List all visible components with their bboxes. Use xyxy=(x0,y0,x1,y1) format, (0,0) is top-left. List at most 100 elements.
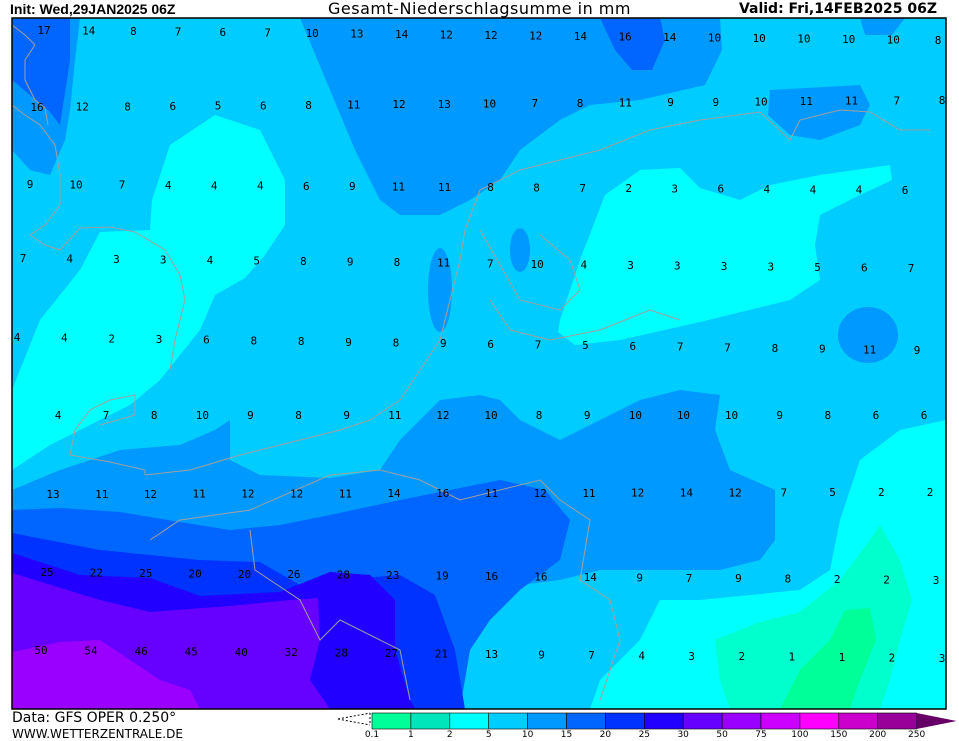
grid-value: 19 xyxy=(435,570,448,583)
grid-value: 3 xyxy=(627,259,634,272)
grid-value: 7 xyxy=(579,182,586,195)
grid-value: 8 xyxy=(394,256,401,269)
grid-value: 10 xyxy=(725,409,738,422)
grid-value: 8 xyxy=(124,100,131,113)
grid-value: 22 xyxy=(90,566,103,579)
fill-10-15-coast xyxy=(428,248,452,332)
grid-value: 4 xyxy=(211,179,218,192)
grid-value: 28 xyxy=(335,647,348,660)
fill-10-15-east xyxy=(838,307,898,363)
grid-value: 6 xyxy=(921,409,928,422)
grid-value: 3 xyxy=(688,650,695,663)
grid-value: 46 xyxy=(134,645,147,658)
grid-value: 10 xyxy=(753,32,766,45)
grid-value: 14 xyxy=(663,31,677,44)
grid-value: 11 xyxy=(800,95,813,108)
grid-value: 8 xyxy=(824,409,831,422)
grid-value: 5 xyxy=(829,486,836,499)
grid-value: 8 xyxy=(772,342,779,355)
grid-value: 7 xyxy=(535,339,542,352)
grid-value: 10 xyxy=(797,33,810,46)
grid-value: 9 xyxy=(347,256,354,269)
grid-value: 5 xyxy=(814,261,821,274)
legend-swatch xyxy=(371,712,412,730)
grid-value: 8 xyxy=(577,97,584,110)
grid-value: 7 xyxy=(781,486,788,499)
grid-value: 8 xyxy=(305,99,312,112)
grid-value: 14 xyxy=(680,487,694,500)
grid-value: 12 xyxy=(392,98,405,111)
grid-value: 9 xyxy=(349,180,356,193)
data-source: Data: GFS OPER 0.250° xyxy=(12,710,177,726)
grid-value: 8 xyxy=(536,409,543,422)
legend-bar xyxy=(337,712,957,730)
grid-value: 11 xyxy=(193,488,206,501)
grid-value: 4 xyxy=(165,179,172,192)
legend-label: 0.1 xyxy=(364,730,380,740)
fill-15-20-topleft xyxy=(12,18,70,125)
grid-value: 25 xyxy=(40,566,53,579)
grid-value: 4 xyxy=(638,649,645,662)
legend-swatch xyxy=(682,712,723,730)
grid-value: 4 xyxy=(856,184,863,197)
grid-value: 8 xyxy=(298,335,305,348)
legend-above-max-arrow xyxy=(916,713,957,729)
grid-value: 6 xyxy=(219,26,226,39)
grid-value: 4 xyxy=(257,180,264,193)
grid-value: 32 xyxy=(285,646,298,659)
grid-value: 12 xyxy=(436,409,449,422)
grid-value: 10 xyxy=(306,27,319,40)
border-lines xyxy=(149,469,621,701)
legend-swatch xyxy=(566,712,606,730)
grid-value: 3 xyxy=(767,260,774,273)
grid-value: 7 xyxy=(908,262,915,275)
grid-value: 6 xyxy=(303,180,310,193)
grid-value: 10 xyxy=(887,34,900,47)
grid-value: 8 xyxy=(935,34,942,47)
grid-value: 11 xyxy=(347,99,360,112)
grid-value: 20 xyxy=(189,567,202,580)
coastlines xyxy=(12,24,930,701)
grid-value: 12 xyxy=(631,487,644,500)
grid-value: 17 xyxy=(37,24,50,37)
grid-value: 9 xyxy=(914,344,921,357)
grid-value: 50 xyxy=(34,644,47,657)
init-time: Init: Wed,29JAN2025 06Z xyxy=(10,1,176,17)
grid-value: 8 xyxy=(251,334,258,347)
grid-value: 7 xyxy=(531,97,538,110)
grid-value: 6 xyxy=(873,409,880,422)
grid-value: 11 xyxy=(619,96,632,109)
grid-value: 4 xyxy=(55,409,62,422)
grid-value: 9 xyxy=(776,409,783,422)
grid-value: 45 xyxy=(185,645,198,658)
grid-value: 7 xyxy=(677,341,684,354)
grid-value: 12 xyxy=(290,487,303,500)
grid-value: 12 xyxy=(534,487,547,500)
grid-value: 4 xyxy=(66,253,73,266)
grid-value: 54 xyxy=(84,644,98,657)
grid-value: 27 xyxy=(385,647,398,660)
grid-value: 10 xyxy=(754,95,767,108)
grid-value: 7 xyxy=(119,179,126,192)
grid-value: 2 xyxy=(878,486,885,499)
grid-value: 10 xyxy=(708,32,721,45)
grid-value: 26 xyxy=(287,568,300,581)
grid-value: 4 xyxy=(61,332,68,345)
legend-label: 30 xyxy=(677,730,689,740)
grid-value: 6 xyxy=(169,100,176,113)
grid-value: 1 xyxy=(789,651,796,664)
grid-value: 23 xyxy=(386,569,399,582)
fill-10-15-topright xyxy=(860,18,905,35)
coastline-continent xyxy=(69,109,930,476)
fill-15-20-top xyxy=(600,18,665,70)
legend-swatch xyxy=(488,712,528,730)
grid-value: 11 xyxy=(437,257,450,270)
grid-value: 3 xyxy=(113,253,120,266)
fill-2-5-center xyxy=(558,165,892,345)
grid-value: 3 xyxy=(160,254,167,267)
grid-value: 4 xyxy=(14,331,21,344)
grid-value: 13 xyxy=(485,648,498,661)
website-link[interactable]: WWW.WETTERZENTRALE.DE xyxy=(12,727,183,741)
legend-label: 75 xyxy=(755,730,767,740)
grid-value: 12 xyxy=(76,101,89,114)
